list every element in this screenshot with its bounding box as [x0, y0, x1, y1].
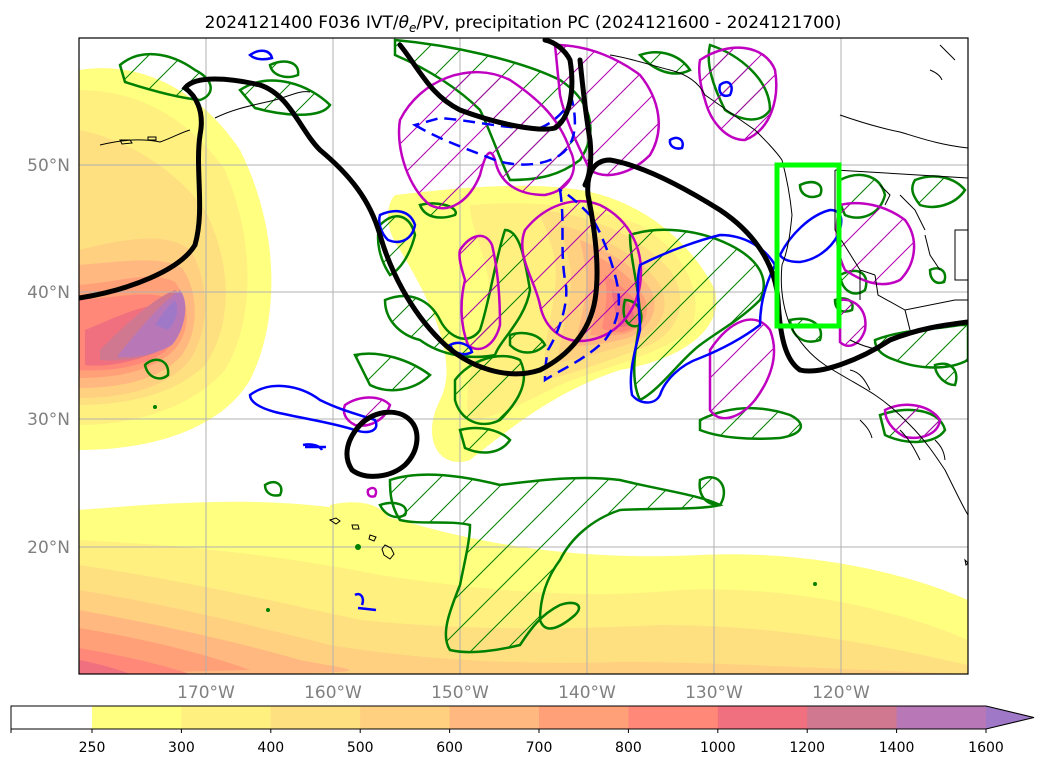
colorbar-tick-label: 1000	[700, 740, 736, 756]
colorbar-segment	[270, 706, 361, 729]
colorbar-tick-label: 300	[168, 740, 195, 756]
colorbar: 250 300 400 500 600 700 800 1000 1200 1400 1600	[10, 705, 1035, 756]
lat-tick-label: 20°N	[27, 538, 70, 558]
colorbar-segment	[628, 706, 719, 729]
colorbar-segment	[896, 706, 987, 729]
lat-tick-label: 50°N	[27, 156, 70, 176]
colorbar-tick-label: 1600	[968, 740, 1004, 756]
lat-tick-label: 40°N	[27, 283, 70, 303]
lon-tick-label: 160°W	[304, 683, 362, 703]
lat-tick-label: 30°N	[27, 410, 70, 430]
colorbar-under-segment	[11, 706, 92, 729]
colorbar-segment	[717, 706, 808, 729]
colorbar-outline	[10, 705, 1035, 730]
lon-tick-label: 120°W	[812, 683, 870, 703]
highlight-box	[774, 162, 842, 329]
colorbar-tick-label: 500	[347, 740, 374, 756]
lon-tick-label: 150°W	[431, 683, 489, 703]
lon-tick-label: 170°W	[177, 683, 235, 703]
islands	[119, 136, 968, 567]
lat-tick-labels: 50°N 40°N 30°N 20°N	[27, 156, 70, 558]
colorbar-segment	[181, 706, 272, 729]
island-dots	[153, 405, 817, 612]
colorbar-tick-label: 400	[257, 740, 284, 756]
precip-pc-negative	[342, 43, 942, 498]
lon-tick-label: 130°W	[685, 683, 743, 703]
colorbar-segment	[807, 706, 898, 729]
colorbar-tick-label: 1400	[879, 740, 915, 756]
colorbar-tick-label: 800	[615, 740, 642, 756]
colorbar-tick-label: 700	[526, 740, 553, 756]
map-area	[79, 38, 968, 674]
colorbar-tick-label: 250	[79, 740, 106, 756]
colorbar-tick-label: 600	[436, 740, 463, 756]
colorbar-segments	[92, 706, 987, 729]
lon-tick-labels: 170°W 160°W 150°W 140°W 130°W 120°W	[177, 683, 870, 703]
theta-e-contours	[248, 49, 843, 612]
coastlines	[99, 44, 968, 516]
colorbar-extend-arrow	[986, 706, 1034, 729]
colorbar-ticks: 250 300 400 500 600 700 800 1000 1200 1400 1600	[10, 729, 1004, 756]
colorbar-segment	[539, 706, 629, 729]
colorbar-tick-label: 1200	[789, 740, 825, 756]
map-frame	[78, 37, 969, 675]
chart-title: 2024121400 F036 IVT/θe/PV, precipitation…	[205, 13, 842, 35]
lon-tick-label: 140°W	[558, 683, 616, 703]
colorbar-segment	[449, 706, 540, 729]
colorbar-segment	[360, 706, 451, 729]
colorbar-segment	[92, 706, 182, 729]
